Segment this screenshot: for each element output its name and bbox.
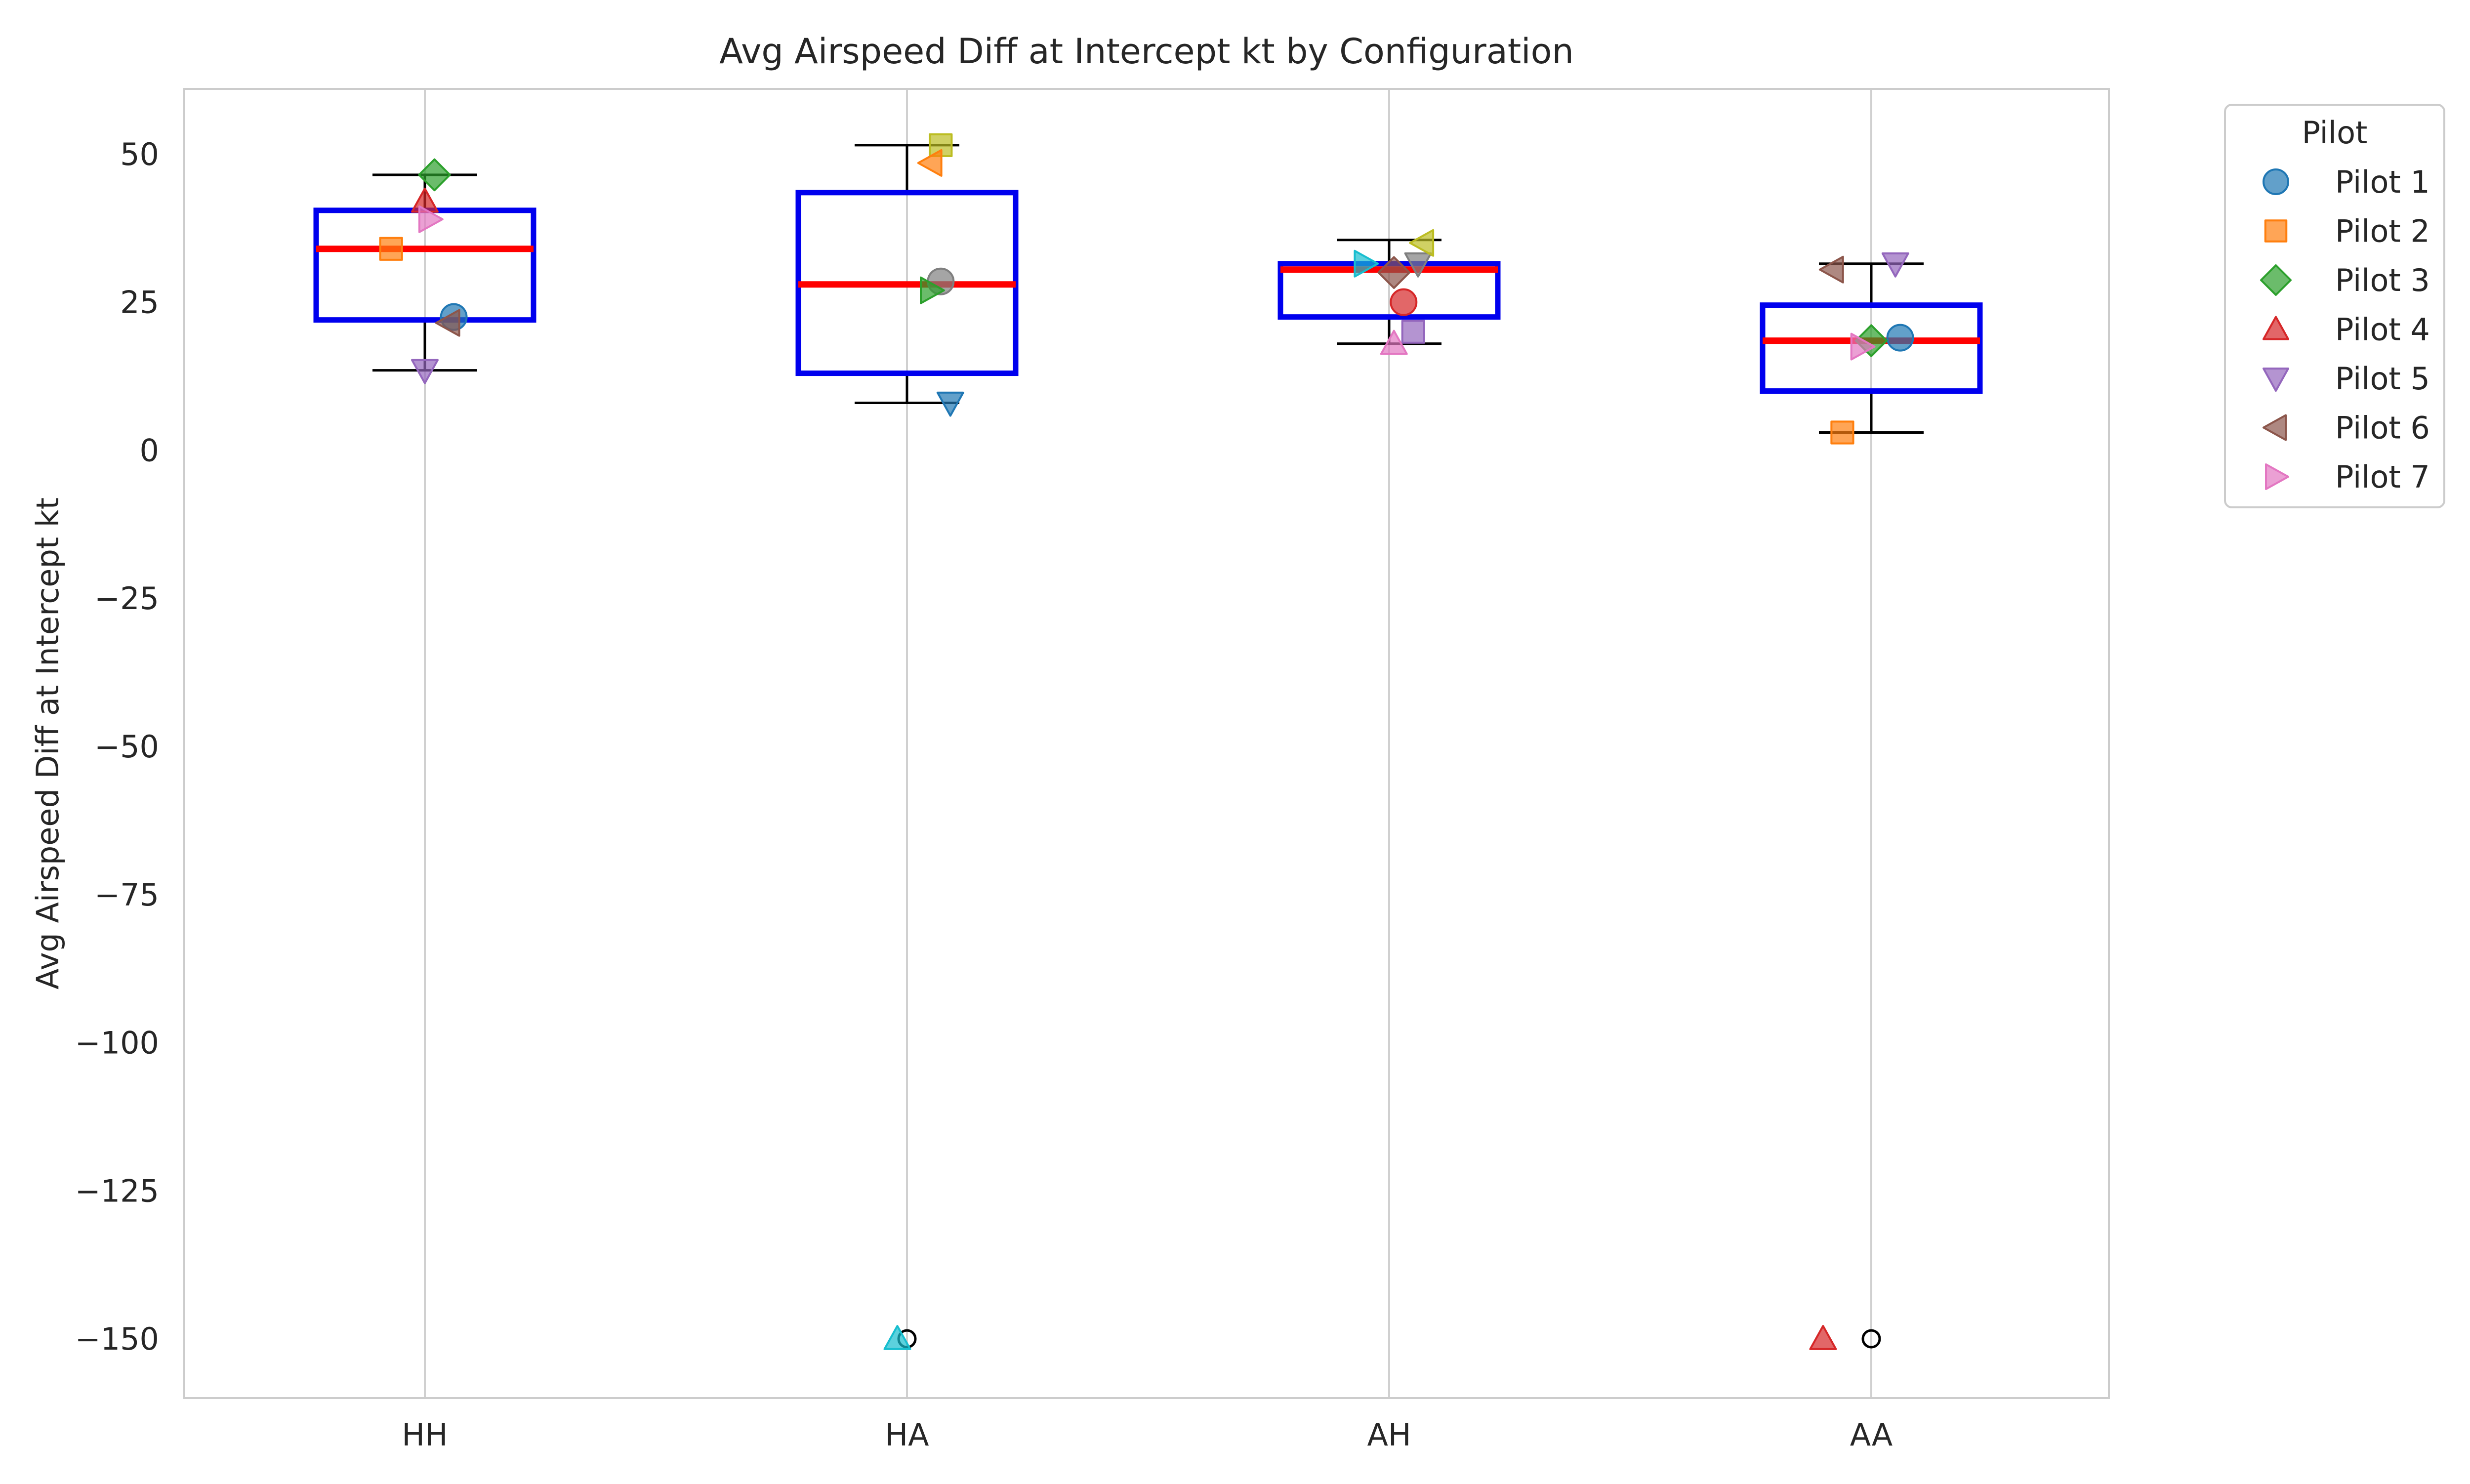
legend-marker (2263, 168, 2289, 195)
data-point (1377, 256, 1410, 289)
x-tick-label: HA (885, 1417, 929, 1453)
outlier-point (1861, 1329, 1881, 1349)
legend-marker (2263, 414, 2287, 441)
data-point (435, 309, 460, 337)
plot-frame (183, 88, 2110, 1399)
data-point (917, 149, 943, 177)
data-point (379, 237, 403, 261)
x-tick-labels: HH HA AH AA (402, 1417, 1893, 1453)
legend-label: Pilot 6 (2335, 410, 2430, 446)
legend-label: Pilot 5 (2335, 361, 2430, 397)
data-point (1404, 252, 1432, 278)
box-iqr (1760, 302, 1983, 394)
y-tick-label: 25 (120, 285, 159, 321)
data-point (1881, 252, 1909, 278)
data-point (418, 205, 444, 233)
data-point (1409, 229, 1435, 257)
legend-marker (2260, 264, 2292, 296)
legend-title: Pilot (2302, 115, 2368, 151)
data-point (1380, 330, 1408, 355)
data-point (1818, 255, 1844, 284)
y-tick-label: −25 (94, 580, 159, 617)
data-point (1354, 249, 1379, 278)
legend-marker (2264, 219, 2288, 243)
legend-marker (2263, 316, 2289, 340)
legend-marker (2265, 463, 2289, 490)
x-tick-label: AH (1367, 1417, 1411, 1453)
data-point (929, 133, 953, 158)
legend-label: Pilot 3 (2335, 262, 2430, 298)
y-tick-label: −75 (94, 877, 159, 913)
data-point (936, 391, 964, 417)
y-tick-label: 0 (140, 432, 159, 468)
data-point (1830, 420, 1854, 445)
legend-frame (2224, 104, 2445, 508)
y-tick-label: −100 (75, 1025, 159, 1061)
legend-label: Pilot 4 (2335, 312, 2430, 348)
x-tick-label: HH (402, 1417, 448, 1453)
data-point (411, 359, 439, 384)
chart-title: Avg Airspeed Diff at Intercept kt by Con… (719, 31, 1574, 72)
y-axis-label: Avg Airspeed Diff at Intercept kt (30, 497, 66, 989)
y-tick-label: −125 (75, 1173, 159, 1209)
legend-label: Pilot 7 (2335, 459, 2430, 495)
legend: Pilot Pilot 1 Pilot 2 Pilot 3 Pilot 4 Pilot … (2224, 104, 2445, 508)
y-tick-label: 50 (120, 136, 159, 172)
data-point (1809, 1325, 1837, 1350)
data-point (1886, 324, 1914, 352)
y-tick-label: −50 (94, 729, 159, 765)
pilot-points (379, 133, 1914, 1350)
data-point (1390, 288, 1418, 316)
legend-label: Pilot 1 (2335, 164, 2430, 200)
legend-marker (2263, 368, 2289, 392)
legend-label: Pilot 2 (2335, 213, 2430, 249)
data-point (418, 158, 451, 192)
data-point (883, 1325, 911, 1350)
data-point (1401, 320, 1425, 344)
box-ha (795, 144, 1019, 1349)
x-tick-label: AA (1850, 1417, 1893, 1453)
y-tick-label: −150 (75, 1321, 159, 1357)
data-point (920, 276, 945, 304)
y-tick-labels: 50 25 0 −25 −50 −75 −100 −125 −150 (75, 136, 159, 1357)
data-point (1850, 332, 1876, 361)
